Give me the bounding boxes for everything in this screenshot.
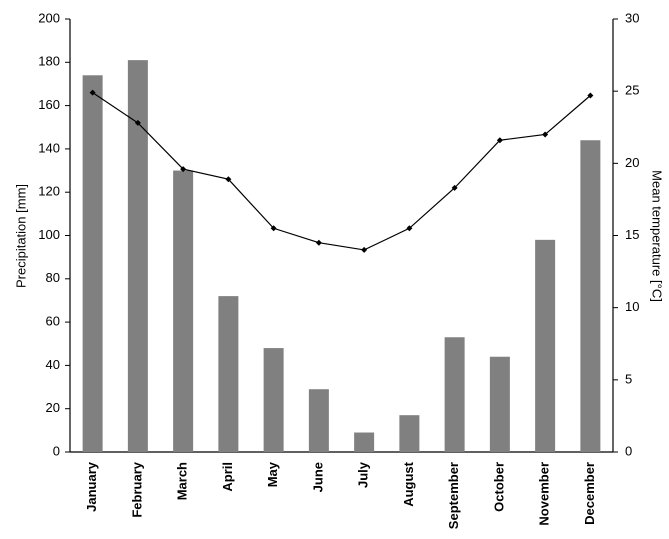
x-tick-label: August bbox=[401, 461, 416, 506]
y2-axis-title: Mean temperature [°C] bbox=[650, 170, 665, 302]
bar bbox=[309, 389, 329, 452]
x-tick-label: December bbox=[582, 462, 597, 525]
x-tick-label: September bbox=[446, 462, 461, 529]
y-tick-label: 60 bbox=[46, 314, 60, 329]
y-tick-label: 0 bbox=[53, 443, 60, 458]
x-tick-label: May bbox=[265, 461, 280, 487]
x-tick-label: October bbox=[491, 462, 506, 512]
y-tick-label: 20 bbox=[46, 400, 60, 415]
bar bbox=[490, 357, 510, 452]
x-tick-label: April bbox=[220, 462, 235, 492]
y2-tick-label: 25 bbox=[625, 83, 639, 98]
bar bbox=[173, 171, 193, 452]
line bbox=[93, 93, 591, 250]
chart: Precipitation [mm] Mean temperature [°C]… bbox=[0, 0, 669, 539]
x-tick-label: February bbox=[129, 461, 144, 517]
bar bbox=[580, 140, 600, 452]
bar bbox=[535, 240, 555, 452]
x-tick-label: November bbox=[537, 462, 552, 526]
y-tick-label: 100 bbox=[38, 227, 60, 242]
y2-tick-label: 5 bbox=[625, 371, 632, 386]
y2-tick-label: 15 bbox=[625, 227, 639, 242]
y-tick-label: 40 bbox=[46, 357, 60, 372]
y2-tick-label: 10 bbox=[625, 299, 639, 314]
y-tick-label: 200 bbox=[38, 10, 60, 25]
bar bbox=[218, 296, 238, 452]
y-tick-label: 120 bbox=[38, 184, 60, 199]
bar bbox=[399, 415, 419, 452]
line-marker bbox=[361, 247, 367, 253]
line-marker bbox=[316, 240, 322, 246]
y-tick-label: 140 bbox=[38, 140, 60, 155]
x-tick-label: January bbox=[84, 461, 99, 512]
y2-tick-label: 20 bbox=[625, 155, 639, 170]
y-tick-label: 80 bbox=[46, 270, 60, 285]
bar bbox=[264, 348, 284, 452]
bar bbox=[354, 433, 374, 452]
bar bbox=[445, 337, 465, 452]
y2-tick-label: 30 bbox=[625, 10, 639, 25]
y-tick-label: 160 bbox=[38, 97, 60, 112]
y2-tick-label: 0 bbox=[625, 443, 632, 458]
bar bbox=[83, 75, 103, 452]
x-tick-label: July bbox=[356, 461, 371, 488]
x-tick-label: June bbox=[310, 462, 325, 492]
x-tick-label: March bbox=[175, 462, 190, 500]
y-axis-title: Precipitation [mm] bbox=[13, 184, 28, 288]
y-tick-label: 180 bbox=[38, 54, 60, 69]
